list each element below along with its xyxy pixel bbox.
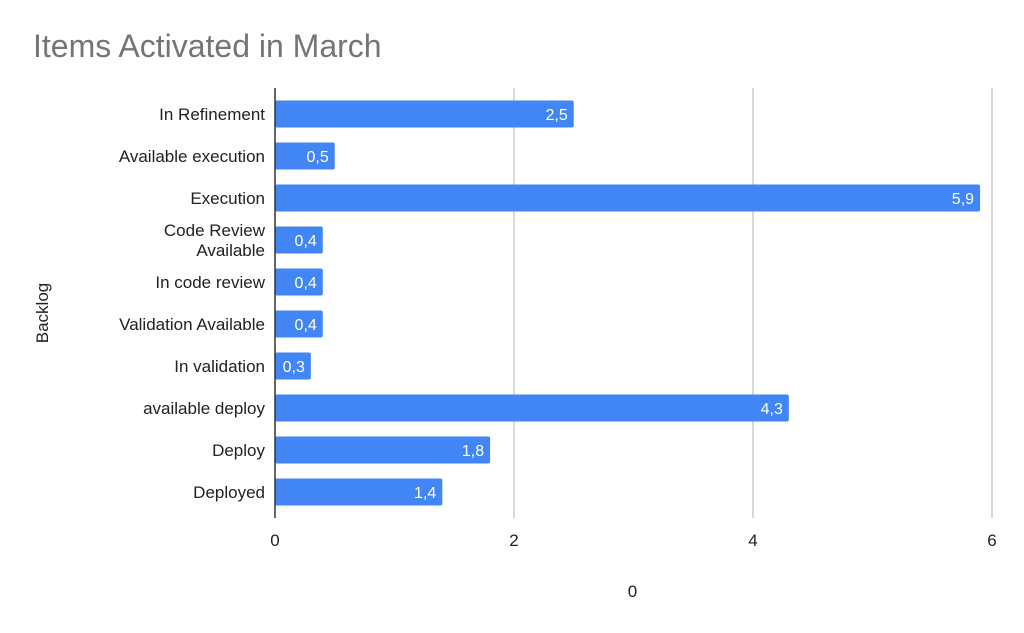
category-label: Deployed xyxy=(193,483,265,502)
bar xyxy=(275,478,443,506)
x-tick-label: 4 xyxy=(748,531,757,550)
data-labels: 2,5 0,5 5,9 0,4 0,4 0,4 0,3 4,3 1,8 1,4 xyxy=(283,107,975,502)
category-label: Deploy xyxy=(212,441,265,460)
x-tick-labels: 0 2 4 6 xyxy=(270,531,996,550)
data-label: 5,9 xyxy=(952,191,974,208)
category-label: Code Review Available xyxy=(164,221,266,260)
category-label: In validation xyxy=(174,357,265,376)
data-label: 0,4 xyxy=(295,317,317,334)
data-label: 0,4 xyxy=(295,233,317,250)
grid-lines xyxy=(513,88,993,518)
bar xyxy=(275,100,574,128)
x-tick-label: 0 xyxy=(270,531,279,550)
data-label: 0,4 xyxy=(295,275,317,292)
data-label: 0,3 xyxy=(283,359,305,376)
bar xyxy=(275,268,323,296)
x-axis-title: 0 xyxy=(628,582,637,601)
data-label: 1,4 xyxy=(414,485,436,502)
chart-title: Items Activated in March xyxy=(33,28,382,64)
bars xyxy=(275,100,981,506)
bar xyxy=(275,226,323,254)
category-labels: In Refinement Available execution Executio… xyxy=(119,105,266,502)
category-label: Available execution xyxy=(119,147,265,166)
data-label: 0,5 xyxy=(307,149,329,166)
category-label: Execution xyxy=(190,189,265,208)
category-label: In code review xyxy=(155,273,265,292)
x-tick-label: 6 xyxy=(987,531,996,550)
bar xyxy=(275,352,311,380)
bar xyxy=(275,394,789,422)
bar xyxy=(275,184,981,212)
category-label: In Refinement xyxy=(159,105,265,124)
data-label: 2,5 xyxy=(546,107,568,124)
bar xyxy=(275,436,491,464)
x-tick-label: 2 xyxy=(509,531,518,550)
bar xyxy=(275,310,323,338)
data-label: 1,8 xyxy=(462,443,484,460)
y-axis-title: Backlog xyxy=(33,283,52,343)
category-label: available deploy xyxy=(143,399,265,418)
bar xyxy=(275,142,335,170)
data-label: 4,3 xyxy=(761,401,783,418)
category-label: Validation Available xyxy=(119,315,265,334)
